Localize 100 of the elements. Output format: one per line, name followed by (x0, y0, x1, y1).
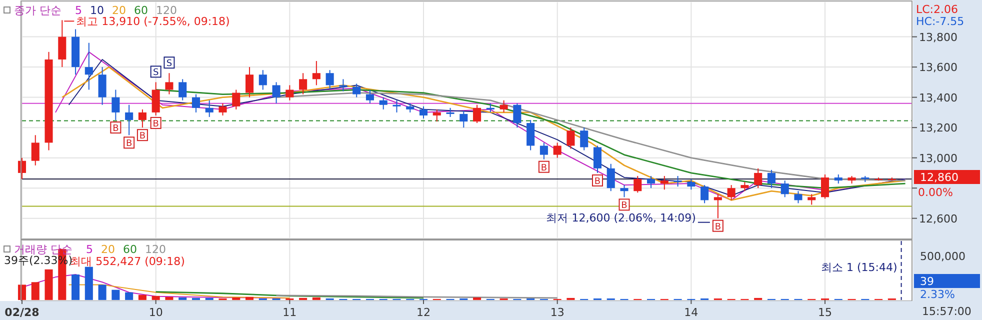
candlestick (299, 72, 308, 95)
candlestick (593, 145, 602, 174)
x-tick-label: 13 (550, 306, 564, 319)
candlestick (152, 82, 160, 116)
candlestick (767, 169, 776, 189)
text: 60 (134, 4, 148, 17)
candlestick (794, 190, 802, 204)
candlestick (84, 42, 93, 90)
candlestick (258, 70, 267, 90)
candlestick (820, 174, 830, 200)
candlestick (780, 180, 789, 198)
candlestick (808, 194, 816, 206)
candlestick (834, 174, 842, 184)
candlestick (286, 84, 294, 101)
y-tick-label: 13,400 (919, 91, 958, 104)
y-tick-label: 13,200 (919, 122, 958, 135)
annotation: S (152, 68, 159, 78)
bar (31, 282, 40, 300)
annotation: B (621, 201, 628, 212)
candlestick (379, 96, 388, 110)
candlestick (500, 100, 508, 113)
candlestick (460, 110, 468, 128)
candlestick (660, 175, 668, 190)
text: 120 (156, 4, 177, 17)
text: LC:2.06 (916, 3, 958, 16)
y-tick-label: 13,600 (919, 61, 958, 74)
legend-title: 거래량 단순 (14, 243, 72, 256)
bar (125, 292, 134, 300)
x-tick-label: 12 (416, 306, 431, 319)
candlestick (740, 182, 749, 192)
x-tick-label: 10 (148, 306, 163, 319)
bar (84, 266, 93, 300)
candlestick (31, 134, 40, 166)
x-tick-label: 02/28 (4, 306, 40, 319)
bar (44, 269, 53, 300)
candlestick (580, 127, 588, 151)
text: 60 (123, 243, 137, 256)
candlestick (98, 66, 106, 106)
text: 20 (112, 4, 126, 17)
text: 120 (145, 243, 166, 256)
candlestick (205, 100, 214, 118)
x-tick-label: 11 (282, 306, 297, 319)
bar (178, 297, 187, 300)
annotation: B (714, 222, 722, 232)
annotation: B (152, 119, 159, 130)
candlestick (513, 102, 522, 128)
x-tick-label: 15 (818, 306, 832, 319)
annotation: B (594, 176, 601, 187)
candlestick (366, 89, 374, 104)
y-tick-label: 12,600 (919, 212, 958, 226)
candlestick (634, 175, 642, 194)
candlestick (312, 60, 320, 86)
bar (232, 297, 240, 300)
candlestick (754, 168, 762, 189)
candlestick (727, 184, 736, 201)
candlestick (446, 107, 454, 118)
candlestick (540, 142, 548, 160)
candlestick (406, 102, 414, 113)
text: 0.00% (918, 186, 953, 199)
text: 12,860 (920, 171, 958, 184)
text: 39 (920, 275, 934, 288)
candlestick (486, 102, 494, 113)
bar (246, 296, 254, 300)
annotation: S (166, 59, 172, 70)
candlestick (620, 184, 628, 198)
candlestick (232, 89, 240, 110)
text: 15:57:00 (922, 305, 972, 318)
candlestick (246, 66, 254, 98)
candlestick (112, 89, 120, 120)
annotation: B (126, 139, 132, 150)
candlestick (192, 94, 200, 113)
x-tick-label: 14 (684, 306, 698, 319)
bar (473, 297, 482, 300)
candlestick (473, 104, 482, 124)
candlestick (553, 142, 562, 158)
bar (72, 274, 80, 300)
candlestick (392, 100, 401, 113)
bar (312, 297, 320, 300)
candlestick (700, 184, 709, 204)
bar (152, 296, 160, 300)
annotation: 최소 1 (15:44) (821, 261, 898, 274)
candlestick (125, 104, 134, 136)
candlestick (272, 82, 280, 104)
candlestick (218, 102, 227, 116)
y-tick-label: 13,000 (919, 152, 958, 165)
candlestick (647, 175, 656, 189)
text: HC:-7.55 (916, 15, 964, 28)
candlestick (165, 72, 174, 95)
annotation: B (139, 132, 146, 142)
legend-title: 종가 단순 (14, 4, 62, 17)
annotation: 최저 12,600 (2.06%, 14:09) (546, 211, 696, 224)
bar (165, 296, 174, 300)
text: 5 (75, 4, 82, 17)
text: 10 (90, 4, 104, 17)
candlestick (326, 70, 334, 89)
y-tick-label: 13,800 (919, 30, 958, 44)
candlestick (714, 194, 722, 219)
text: 500,000 (920, 250, 966, 263)
annotation: 최대 552,427 (09:18) (70, 255, 185, 268)
candlestick (432, 108, 441, 122)
